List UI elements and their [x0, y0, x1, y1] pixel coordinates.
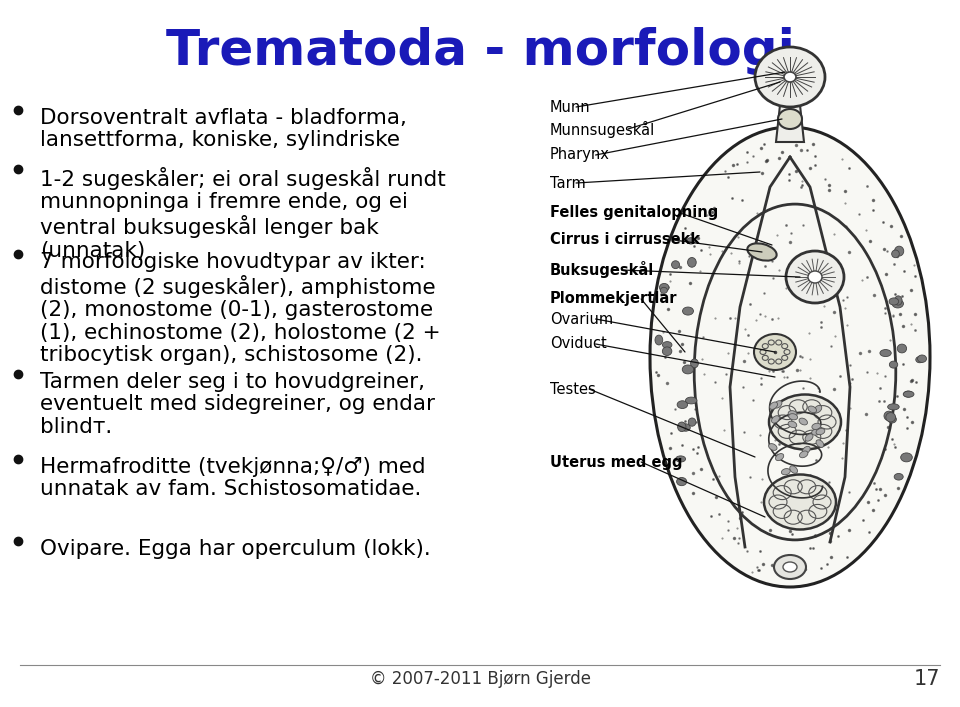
Ellipse shape — [900, 453, 912, 462]
Text: © 2007-2011 Bjørn Gjerde: © 2007-2011 Bjørn Gjerde — [370, 670, 590, 688]
Ellipse shape — [687, 257, 696, 267]
Ellipse shape — [677, 401, 687, 409]
Ellipse shape — [903, 391, 914, 397]
Ellipse shape — [789, 414, 798, 420]
Ellipse shape — [769, 395, 841, 450]
Ellipse shape — [662, 341, 672, 349]
Ellipse shape — [812, 423, 821, 429]
Ellipse shape — [755, 47, 825, 107]
Ellipse shape — [778, 109, 802, 129]
Ellipse shape — [690, 359, 698, 368]
Ellipse shape — [685, 397, 697, 404]
Polygon shape — [776, 105, 804, 142]
Ellipse shape — [748, 243, 777, 261]
Ellipse shape — [660, 284, 669, 291]
Text: Ovipare. Egga har operculum (lokk).: Ovipare. Egga har operculum (lokk). — [40, 539, 431, 559]
Text: 17: 17 — [914, 669, 940, 689]
Ellipse shape — [678, 422, 686, 431]
Ellipse shape — [676, 456, 685, 462]
Ellipse shape — [898, 344, 906, 353]
Ellipse shape — [786, 251, 844, 303]
Ellipse shape — [683, 307, 693, 315]
Ellipse shape — [774, 555, 806, 579]
Ellipse shape — [788, 411, 797, 417]
Ellipse shape — [774, 401, 782, 408]
Ellipse shape — [892, 250, 900, 258]
Ellipse shape — [772, 416, 780, 423]
Ellipse shape — [808, 271, 822, 283]
Text: Tarm: Tarm — [550, 175, 586, 190]
Text: Testes: Testes — [550, 382, 596, 397]
Text: Plommekjertlar: Plommekjertlar — [550, 291, 678, 307]
Ellipse shape — [889, 361, 898, 368]
Text: Munnsugeskål: Munnsugeskål — [550, 120, 656, 137]
Ellipse shape — [888, 404, 900, 410]
Ellipse shape — [816, 428, 825, 435]
Ellipse shape — [895, 296, 902, 305]
Ellipse shape — [816, 440, 824, 448]
Ellipse shape — [799, 418, 807, 425]
Text: Buksugeskål: Buksugeskål — [550, 262, 655, 279]
Text: Hermafroditte (tvekjønna;♀/♂) med
unnatak av fam. Schistosomatidae.: Hermafroditte (tvekjønna;♀/♂) med unnata… — [40, 457, 425, 499]
Ellipse shape — [776, 454, 783, 461]
Ellipse shape — [688, 418, 696, 426]
Ellipse shape — [814, 405, 822, 413]
Text: Ovarium: Ovarium — [550, 312, 613, 327]
Ellipse shape — [800, 451, 808, 457]
Text: Pharynx: Pharynx — [550, 148, 610, 163]
Ellipse shape — [811, 429, 821, 436]
Ellipse shape — [754, 334, 796, 370]
Ellipse shape — [808, 406, 817, 413]
Ellipse shape — [886, 413, 896, 422]
Ellipse shape — [880, 349, 891, 356]
Ellipse shape — [884, 411, 894, 421]
Text: Trematoda - morfologi: Trematoda - morfologi — [165, 27, 795, 75]
Ellipse shape — [770, 402, 778, 409]
Ellipse shape — [784, 72, 796, 82]
Ellipse shape — [660, 287, 667, 293]
Text: Munn: Munn — [550, 100, 590, 115]
Ellipse shape — [662, 347, 672, 356]
Ellipse shape — [677, 477, 686, 486]
Ellipse shape — [903, 391, 913, 397]
Ellipse shape — [892, 299, 903, 308]
Ellipse shape — [764, 474, 836, 530]
Ellipse shape — [769, 443, 777, 450]
Text: 1-2 sugeskåler; ei oral sugeskål rundt
munnopninga i fremre ende, og ei
ventral : 1-2 sugeskåler; ei oral sugeskål rundt m… — [40, 167, 445, 261]
Ellipse shape — [803, 446, 810, 454]
Text: Dorsoventralt avflata - bladforma,
lansettforma, koniske, sylindriske: Dorsoventralt avflata - bladforma, lanse… — [40, 108, 407, 151]
Ellipse shape — [681, 423, 690, 431]
Ellipse shape — [888, 416, 897, 423]
Ellipse shape — [805, 434, 813, 441]
Ellipse shape — [650, 127, 930, 587]
Ellipse shape — [783, 562, 797, 572]
Ellipse shape — [895, 246, 903, 256]
Ellipse shape — [781, 469, 790, 475]
Ellipse shape — [894, 474, 903, 480]
Ellipse shape — [788, 421, 797, 428]
Ellipse shape — [655, 335, 662, 345]
Ellipse shape — [889, 298, 899, 305]
Text: Uterus med egg: Uterus med egg — [550, 455, 683, 469]
Text: 7 morfologiske hovudtypar av ikter:
distome (2 sugeskåler), amphistome
(2), mono: 7 morfologiske hovudtypar av ikter: dist… — [40, 252, 441, 365]
Ellipse shape — [683, 365, 693, 374]
Ellipse shape — [790, 466, 798, 473]
Text: Oviduct: Oviduct — [550, 337, 607, 351]
Ellipse shape — [918, 355, 926, 363]
Text: Tarmen deler seg i to hovudgreiner,
eventuelt med sidegreiner, og endar
blindт.: Tarmen deler seg i to hovudgreiner, even… — [40, 372, 435, 437]
Ellipse shape — [686, 238, 695, 244]
Ellipse shape — [916, 356, 924, 363]
Text: Felles genitalopning: Felles genitalopning — [550, 206, 718, 221]
Ellipse shape — [672, 261, 680, 269]
Text: Cirrus i cirrussekk: Cirrus i cirrussekk — [550, 233, 700, 247]
